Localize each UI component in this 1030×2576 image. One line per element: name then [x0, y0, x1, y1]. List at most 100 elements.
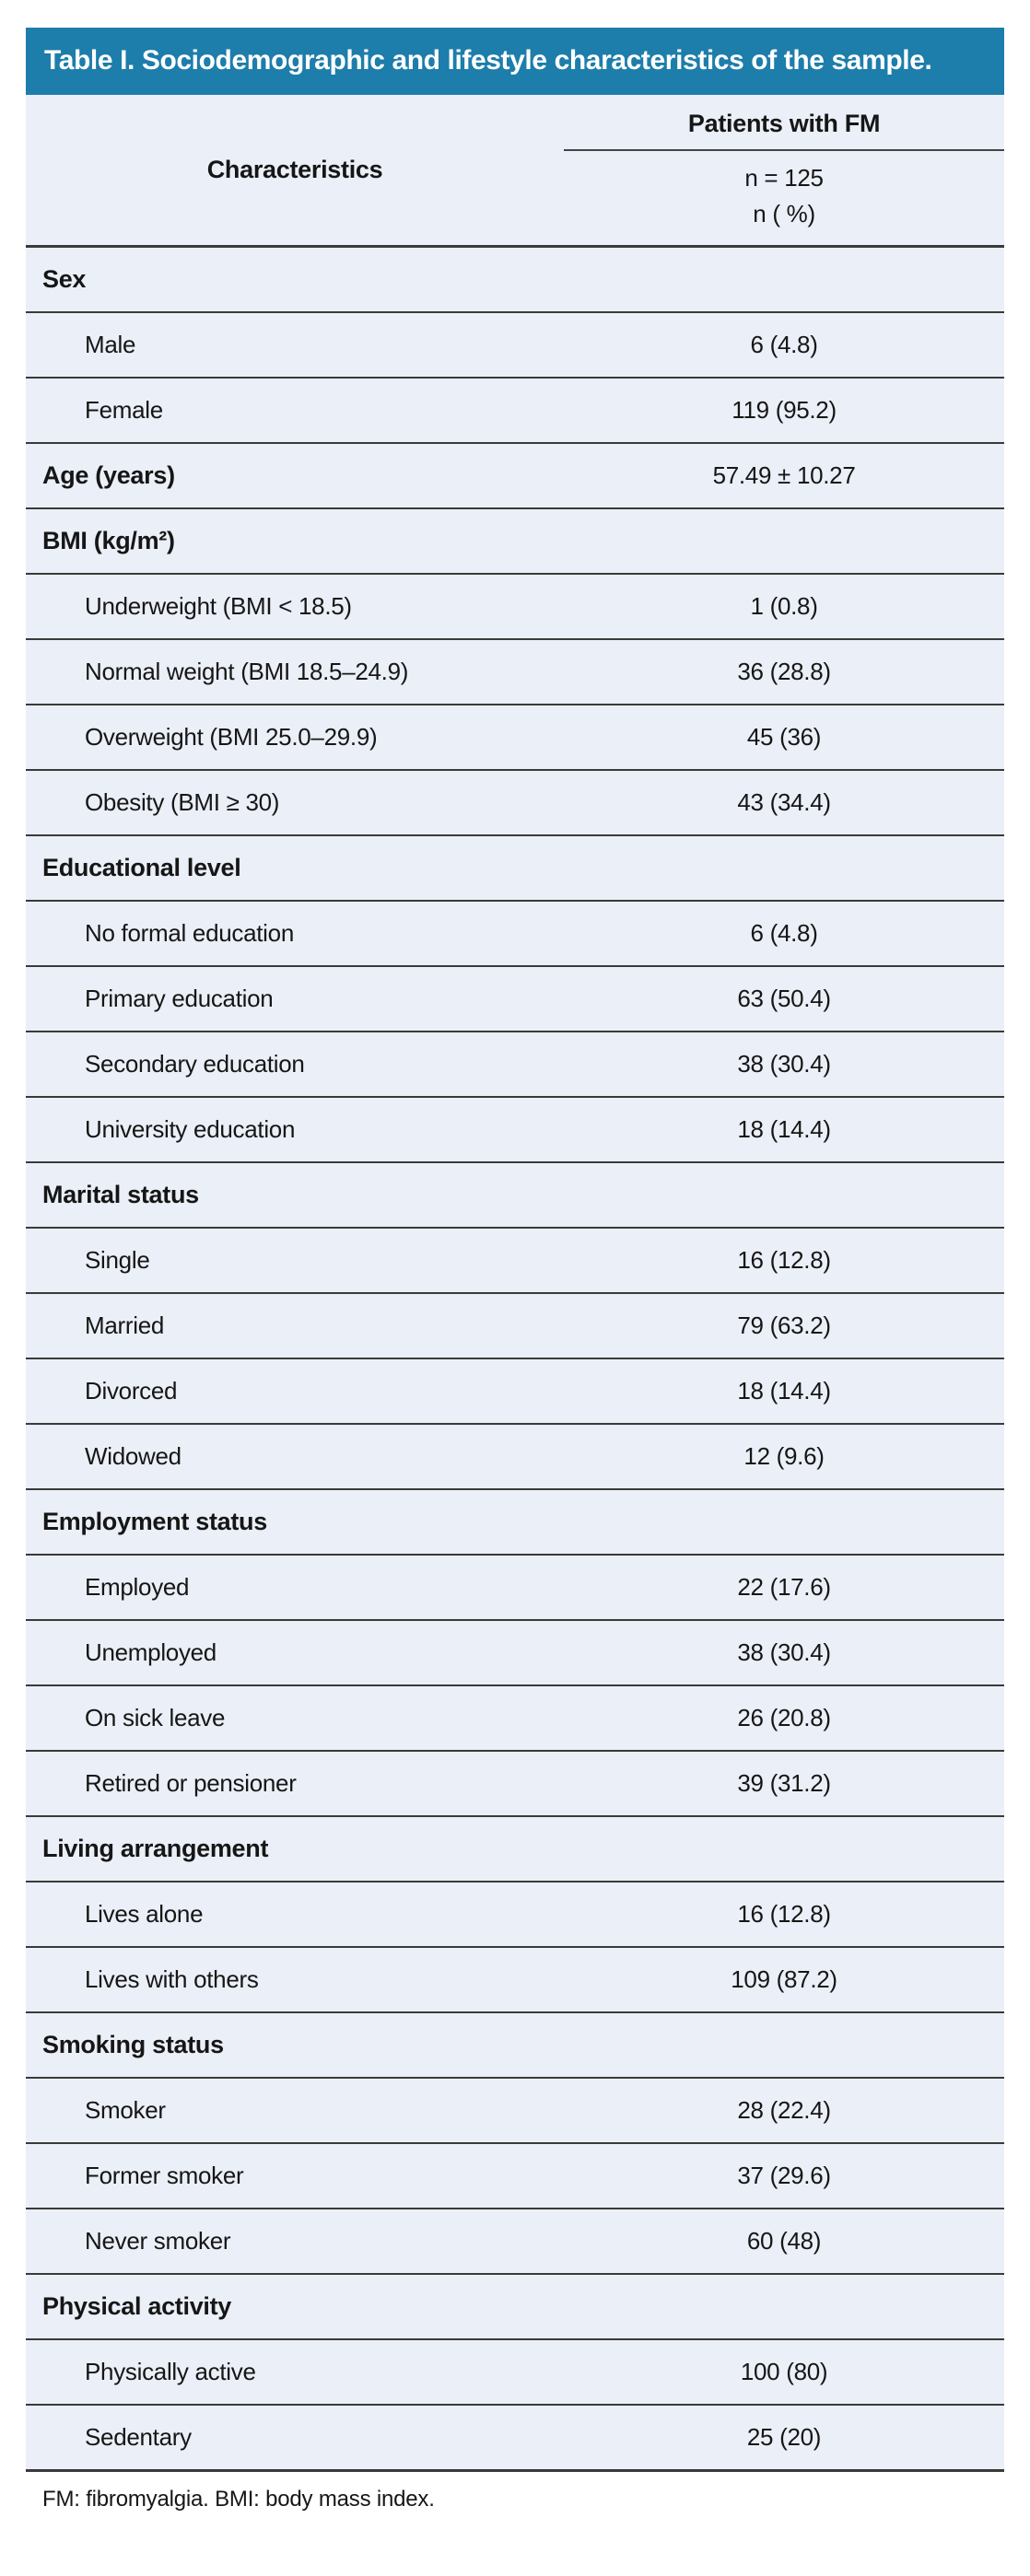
item-row: Widowed 12 (9.6): [26, 1425, 1004, 1490]
row-label: Divorced: [85, 1377, 178, 1405]
table-title-bar: Table I. Sociodemographic and lifestyle …: [26, 28, 1004, 95]
table-header: Characteristics Patients with FM n = 125…: [26, 95, 1004, 248]
row-label: Underweight (BMI < 18.5): [85, 592, 352, 620]
item-row: University education 18 (14.4): [26, 1098, 1004, 1163]
row-value: 18 (14.4): [737, 1115, 831, 1143]
row-value: 16 (12.8): [737, 1900, 831, 1928]
row-label: Secondary education: [85, 1050, 305, 1078]
item-row: Physically active 100 (80): [26, 2340, 1004, 2406]
row-label: Former smoker: [85, 2162, 244, 2189]
row-label: Never smoker: [85, 2227, 231, 2255]
row-label: Smoker: [85, 2096, 166, 2124]
row-label: Age (years): [42, 461, 175, 489]
row-label: Physically active: [85, 2358, 256, 2385]
row-value: 100 (80): [740, 2358, 828, 2385]
section-row: Sex: [26, 248, 1004, 313]
row-label: Employed: [85, 1573, 190, 1601]
row-value: 28 (22.4): [737, 2096, 831, 2124]
item-row: Single 16 (12.8): [26, 1229, 1004, 1294]
row-value: 1 (0.8): [750, 592, 818, 620]
item-row: Male 6 (4.8): [26, 313, 1004, 379]
row-label: Lives with others: [85, 1965, 259, 1993]
row-label: Male: [85, 331, 136, 358]
row-label: Single: [85, 1246, 150, 1274]
column-subheader: n = 125 n ( %): [564, 151, 1004, 245]
item-row: No formal education 6 (4.8): [26, 902, 1004, 967]
row-value: 12 (9.6): [743, 1442, 825, 1470]
item-row: Married 79 (63.2): [26, 1294, 1004, 1359]
row-value: 60 (48): [746, 2227, 822, 2255]
item-row: Secondary education 38 (30.4): [26, 1032, 1004, 1098]
row-value: 43 (34.4): [737, 788, 831, 816]
row-label: BMI (kg/m²): [42, 527, 175, 554]
row-value: 26 (20.8): [737, 1704, 831, 1731]
section-row: Living arrangement: [26, 1817, 1004, 1882]
column-header-characteristics: Characteristics: [206, 156, 383, 183]
row-label: Widowed: [85, 1442, 181, 1470]
table-body: Sex Male 6 (4.8) Female 119 (95.2) Age (years…: [26, 248, 1004, 2472]
row-label: Physical activity: [42, 2292, 232, 2320]
row-value: 39 (31.2): [737, 1769, 831, 1797]
row-value: 36 (28.8): [737, 658, 831, 685]
row-label: Female: [85, 396, 163, 424]
section-row: Marital status: [26, 1163, 1004, 1229]
row-label: Marital status: [42, 1181, 199, 1208]
item-row: Employed 22 (17.6): [26, 1556, 1004, 1621]
row-label: No formal education: [85, 919, 294, 947]
row-label: Overweight (BMI 25.0–29.9): [85, 723, 378, 751]
row-label: On sick leave: [85, 1704, 226, 1731]
item-row: Never smoker 60 (48): [26, 2209, 1004, 2275]
item-row: Female 119 (95.2): [26, 379, 1004, 444]
row-label: Married: [85, 1311, 165, 1339]
row-value: 63 (50.4): [737, 985, 831, 1012]
item-row: Lives alone 16 (12.8): [26, 1882, 1004, 1948]
row-value: 119 (95.2): [732, 396, 837, 424]
row-label: Retired or pensioner: [85, 1769, 297, 1797]
row-value: 18 (14.4): [737, 1377, 831, 1405]
section-row: Employment status: [26, 1490, 1004, 1556]
table-footnote: FM: fibromyalgia. BMI: body mass index.: [26, 2472, 1004, 2512]
sociodemographic-table: Table I. Sociodemographic and lifestyle …: [26, 28, 1004, 2512]
column-header-patients-with-fm: Patients with FM: [564, 95, 1004, 151]
row-label: Obesity (BMI ≥ 30): [85, 788, 280, 816]
item-row: Obesity (BMI ≥ 30) 43 (34.4): [26, 771, 1004, 836]
item-row: Retired or pensioner 39 (31.2): [26, 1752, 1004, 1817]
item-row: Normal weight (BMI 18.5–24.9) 36 (28.8): [26, 640, 1004, 705]
row-label: University education: [85, 1115, 296, 1143]
item-row: On sick leave 26 (20.8): [26, 1686, 1004, 1752]
item-row: Smoker 28 (22.4): [26, 2079, 1004, 2144]
item-row: Underweight (BMI < 18.5) 1 (0.8): [26, 575, 1004, 640]
row-label: Primary education: [85, 985, 274, 1012]
table-title: Table I. Sociodemographic and lifestyle …: [44, 45, 932, 76]
subheader-n-percent: n ( %): [753, 200, 815, 227]
row-label: Sedentary: [85, 2423, 192, 2451]
item-row: Divorced 18 (14.4): [26, 1359, 1004, 1425]
subheader-n: n = 125: [744, 164, 824, 192]
row-value: 79 (63.2): [737, 1311, 831, 1339]
row-label: Living arrangement: [42, 1835, 269, 1862]
row-value: 109 (87.2): [731, 1965, 837, 1993]
row-value: 22 (17.6): [737, 1573, 831, 1601]
item-row: Lives with others 109 (87.2): [26, 1948, 1004, 2013]
row-value: 38 (30.4): [737, 1050, 831, 1078]
section-row: Smoking status: [26, 2013, 1004, 2079]
row-value: 16 (12.8): [737, 1246, 831, 1274]
item-row: Former smoker 37 (29.6): [26, 2144, 1004, 2209]
column-header-group: Patients with FM n = 125 n ( %): [564, 95, 1004, 245]
row-label: Sex: [42, 265, 87, 293]
row-label: Unemployed: [85, 1638, 217, 1666]
row-label: Educational level: [42, 854, 241, 881]
item-row: Unemployed 38 (30.4): [26, 1621, 1004, 1686]
row-value: 6 (4.8): [750, 919, 818, 947]
row-value: 38 (30.4): [737, 1638, 831, 1666]
row-value: 57.49 ± 10.27: [712, 461, 856, 489]
section-row: Age (years) 57.49 ± 10.27: [26, 444, 1004, 509]
section-row: Educational level: [26, 836, 1004, 902]
row-label: Employment status: [42, 1508, 267, 1535]
row-value: 45 (36): [746, 723, 822, 751]
row-label: Lives alone: [85, 1900, 204, 1928]
row-label: Smoking status: [42, 2031, 224, 2058]
row-value: 6 (4.8): [750, 331, 818, 358]
row-value: 25 (20): [746, 2423, 822, 2451]
row-value: 37 (29.6): [737, 2162, 831, 2189]
